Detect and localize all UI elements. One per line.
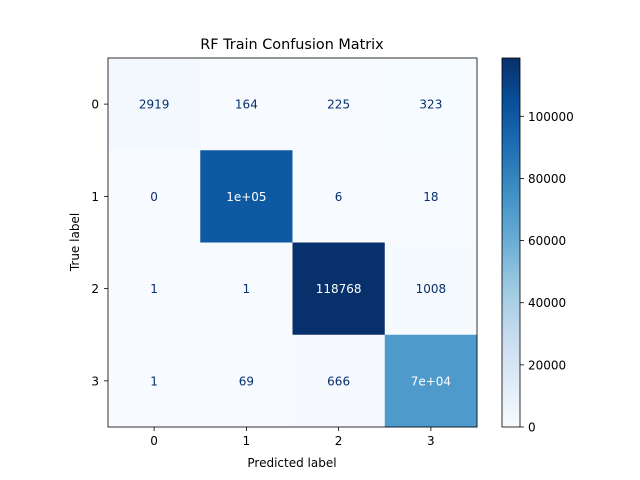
colorbar [501, 57, 521, 428]
cell-value-label-2-3: 1008 [416, 282, 447, 296]
heatmap-cells [108, 58, 478, 428]
x-tick-label-2: 2 [335, 434, 343, 448]
cell-value-label-0-2: 225 [327, 98, 350, 112]
cell-value-label-3-0: 1 [150, 374, 158, 388]
heatmap-cell-1-1 [200, 150, 293, 243]
cell-value-label-3-2: 666 [327, 374, 350, 388]
colorbar-tick-label-0: 0 [528, 421, 536, 435]
cell-value-label-3-3: 7e+04 [411, 374, 451, 388]
x-axis-label: Predicted label [247, 456, 336, 470]
heatmap-cell-3-0 [108, 334, 201, 428]
heatmap-cell-2-3 [384, 242, 478, 336]
colorbar-tick-label-2: 40000 [528, 296, 566, 310]
heatmap-cell-2-0 [108, 242, 201, 336]
heatmap-cell-3-2 [292, 334, 386, 428]
heatmap-cell-1-2 [292, 150, 386, 243]
cell-value-label-0-3: 323 [419, 98, 442, 112]
heatmap-cell-0-3 [384, 58, 478, 151]
y-tick-label-2: 2 [91, 282, 99, 296]
cell-value-label-2-0: 1 [150, 282, 158, 296]
heatmap-cell-1-3 [384, 150, 478, 243]
colorbar-axis: 0 20000 40000 60000 80000 100000 [520, 110, 574, 435]
heatmap-cell-0-2 [292, 58, 386, 151]
heatmap-cell-3-1 [200, 334, 293, 428]
cell-value-label-1-3: 18 [423, 190, 438, 204]
heatmap-cell-labels: 2919 164 225 323 0 1e+05 6 18 1 1 118768 1008 1 69 666… [139, 98, 451, 389]
heatmap-cell-2-2 [292, 242, 386, 336]
chart-title: RF Train Confusion Matrix [200, 37, 384, 53]
cell-value-label-0-1: 164 [235, 98, 258, 112]
x-tick-label-0: 0 [150, 434, 158, 448]
cell-value-label-3-1: 69 [239, 374, 254, 388]
colorbar-tick-label-3: 60000 [528, 234, 566, 248]
colorbar-tick-label-5: 100000 [528, 110, 574, 124]
colorbar-tick-label-4: 80000 [528, 172, 566, 186]
heatmap-cell-0-1 [200, 58, 293, 151]
cell-value-label-1-1: 1e+05 [226, 190, 266, 204]
x-tick-label-1: 1 [243, 434, 251, 448]
x-tick-label-3: 3 [427, 434, 435, 448]
y-axis: 0 1 2 3 [91, 98, 108, 388]
cell-value-label-2-1: 1 [243, 282, 251, 296]
cell-value-label-1-2: 6 [335, 190, 343, 204]
heatmap-cell-1-0 [108, 150, 201, 243]
cell-value-label-2-2: 118768 [316, 282, 362, 296]
plot-frame [107, 57, 478, 428]
cell-value-label-0-0: 2919 [139, 98, 170, 112]
colorbar-tick-label-1: 20000 [528, 358, 566, 372]
x-axis: 0 1 2 3 [150, 427, 435, 448]
heatmap-cell-3-3 [384, 334, 478, 428]
cell-value-label-1-0: 0 [150, 190, 158, 204]
heatmap-cell-2-1 [200, 242, 293, 336]
y-axis-label: True label [68, 213, 82, 272]
y-tick-label-0: 0 [91, 98, 99, 112]
y-tick-label-1: 1 [91, 190, 99, 204]
heatmap-cell-0-0 [108, 58, 201, 151]
y-tick-label-3: 3 [91, 374, 99, 388]
